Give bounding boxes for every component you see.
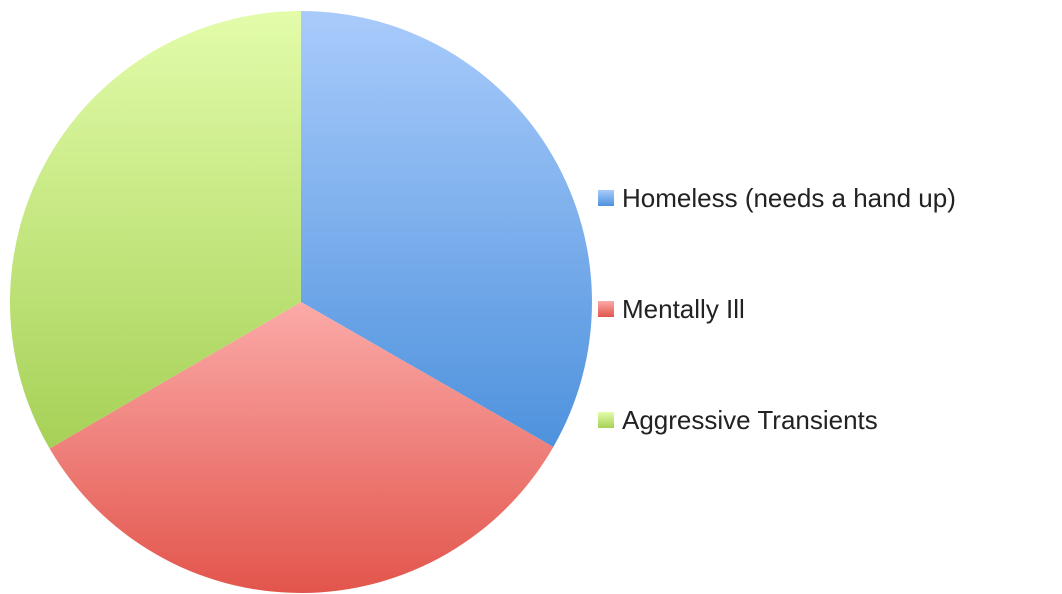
legend-swatch-homeless <box>598 190 614 206</box>
legend: Homeless (needs a hand up) Mentally Ill … <box>598 178 1058 440</box>
legend-label-mentally-ill: Mentally Ill <box>622 293 745 324</box>
legend-item-homeless: Homeless (needs a hand up) <box>598 178 1058 218</box>
legend-label-aggressive-transients: Aggressive Transients <box>622 404 878 435</box>
legend-label-homeless: Homeless (needs a hand up) <box>622 182 956 213</box>
legend-swatch-aggressive-transients <box>598 412 614 428</box>
pie-slice-homeless <box>301 11 592 447</box>
legend-swatch-mentally-ill <box>598 301 614 317</box>
pie-slice-aggressive-transients <box>9 11 302 449</box>
pie-plot-area <box>9 11 592 593</box>
pie-slice-mentally-ill <box>49 302 554 593</box>
legend-item-mentally-ill: Mentally Ill <box>598 289 1058 329</box>
legend-item-aggressive-transients: Aggressive Transients <box>598 400 1058 440</box>
